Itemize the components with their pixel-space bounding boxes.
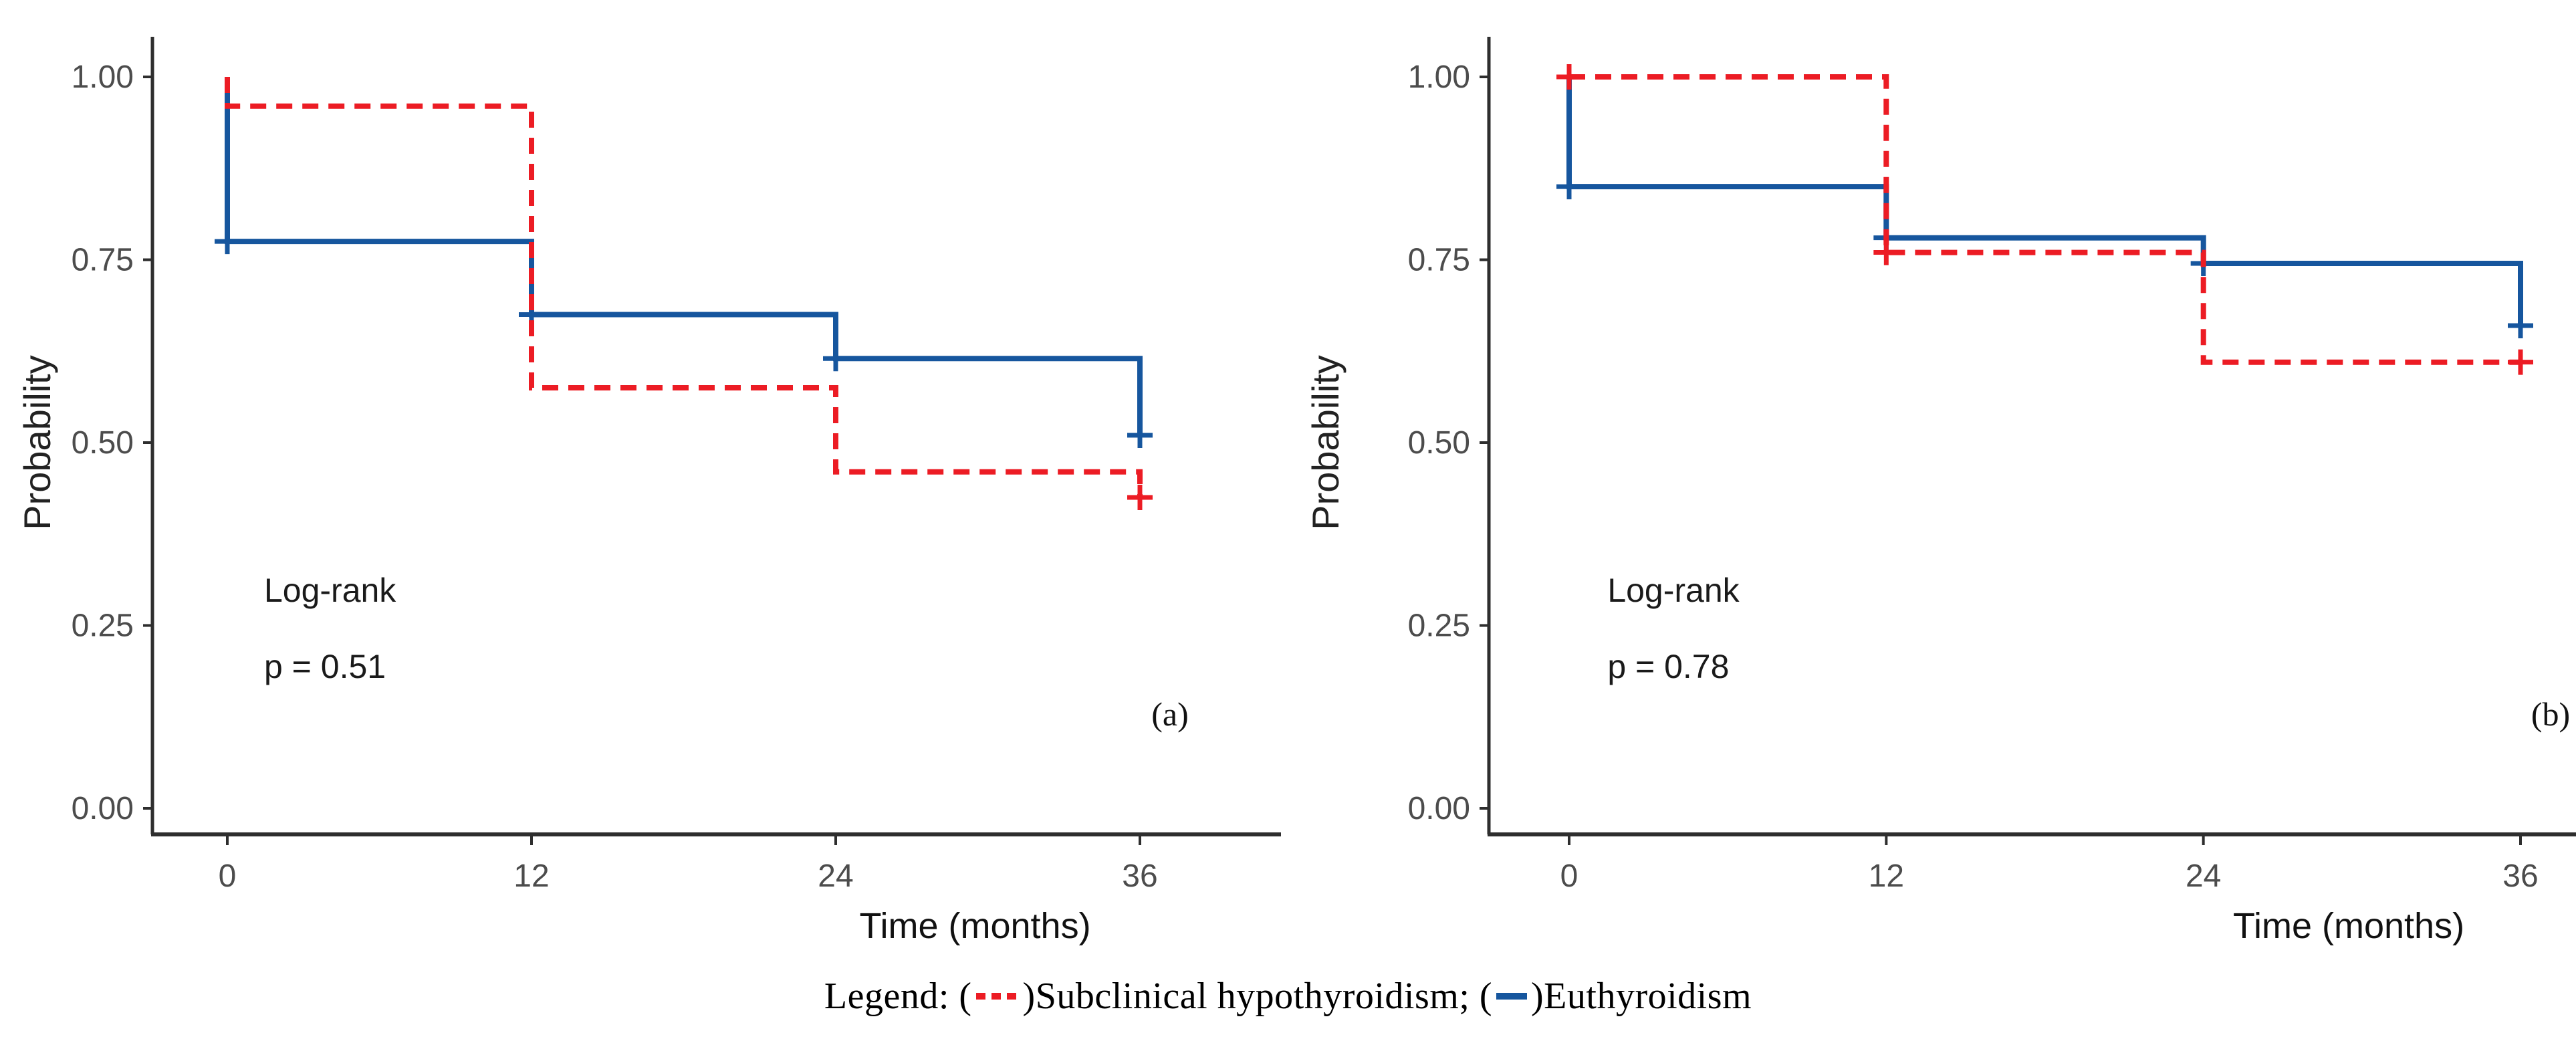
y-tick-label: 1.00 (72, 60, 134, 95)
p-value-annotation: p = 0.78 (1607, 648, 1729, 685)
euthyroidism-curve (1566, 77, 2523, 326)
y-tick-label: 0.00 (72, 791, 134, 826)
p-value-annotation: p = 0.51 (264, 648, 386, 685)
y-tick-label: 0.75 (72, 243, 134, 278)
red-dashed-line-sample (975, 993, 1019, 1000)
x-tick-label: 36 (2502, 858, 2538, 894)
x-tick-label: 36 (1122, 858, 1157, 894)
y-tick-label: 0.50 (72, 425, 134, 461)
y-tick-label: 0.75 (1408, 243, 1470, 278)
y-tick-label: 0.50 (1408, 425, 1470, 461)
legend-text-prefix: Legend: ( (824, 975, 972, 1017)
y-axis-title: Probability (16, 355, 58, 530)
y-tick-label: 0.00 (1408, 791, 1470, 826)
km-panel-a: 0.00 0.25 0.50 0.75 1.00 0 12 24 36 Probability Ti… (0, 0, 1288, 949)
blue-solid-line-sample (1496, 993, 1528, 1000)
x-tick-label: 0 (1560, 858, 1578, 894)
km-panel-a-plot: 0.00 0.25 0.50 0.75 1.00 0 12 24 36 Probability Ti… (16, 37, 1281, 946)
legend-text-mid: )Subclinical hypothyroidism; ( (1022, 975, 1493, 1017)
y-tick-label: 1.00 (1408, 60, 1470, 95)
figure-legend: Legend: ( )Subclinical hypothyroidism; ()… (0, 975, 2576, 1018)
subclinical-hypothyroidism-curve (1569, 74, 2521, 365)
panel-label: (a) (1151, 695, 1189, 733)
y-tick-label: 0.25 (72, 608, 134, 644)
x-axis-title: Time (months) (2233, 906, 2464, 946)
x-tick-label: 0 (219, 858, 237, 894)
y-axis-title: Probability (1304, 355, 1346, 530)
km-panel-b-plot: 0.00 0.25 0.50 0.75 1.00 0 12 24 36 Probability Ti… (1304, 37, 2576, 946)
log-rank-annotation: Log-rank (1607, 572, 1740, 609)
euthyroidism-curve (225, 77, 1143, 436)
x-axis-title: Time (months) (860, 906, 1091, 946)
subclinical-hypothyroidism-curve (225, 77, 1143, 497)
x-tick-label: 24 (2186, 858, 2221, 894)
x-tick-label: 12 (1869, 858, 1904, 894)
x-tick-label: 24 (818, 858, 853, 894)
panel-label: (b) (2531, 695, 2570, 733)
y-tick-label: 0.25 (1408, 608, 1470, 644)
x-tick-label: 12 (513, 858, 549, 894)
km-panel-b: 0.00 0.25 0.50 0.75 1.00 0 12 24 36 Probability Ti… (1288, 0, 2576, 949)
log-rank-annotation: Log-rank (264, 572, 396, 609)
legend-text-suffix: )Euthyroidism (1531, 975, 1752, 1017)
